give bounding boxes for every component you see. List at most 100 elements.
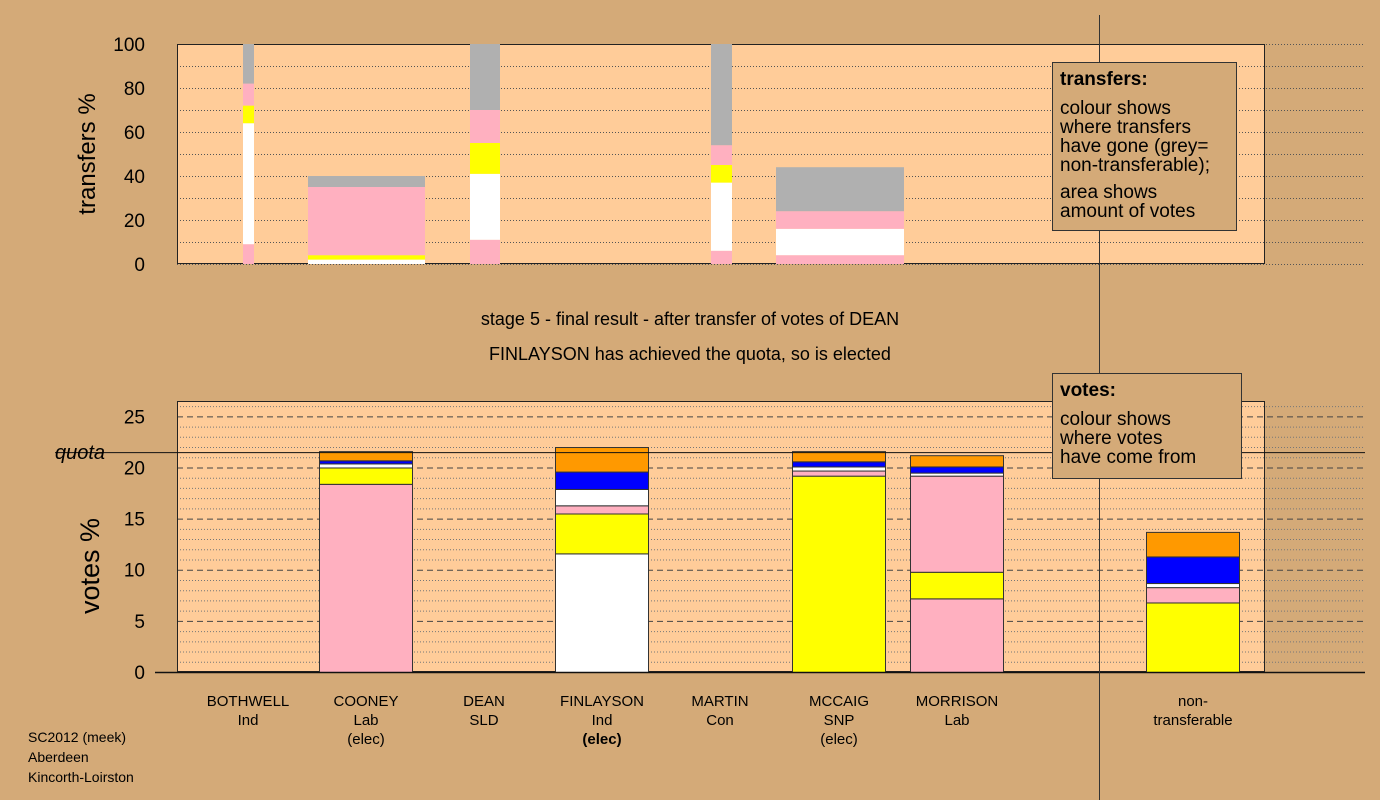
transfers-bar-segment	[243, 44, 254, 84]
votes-legend-title: votes:	[1060, 380, 1116, 401]
transfers-bar-mccaig	[776, 167, 904, 264]
votes-bar-mccaig	[792, 451, 886, 673]
category-name-label: MCCAIG	[809, 693, 869, 710]
category-party-label: Ind	[238, 712, 259, 729]
category-status-label: (elec)	[582, 731, 621, 748]
transfers-bar-segment	[711, 165, 732, 183]
category-party-label: Lab	[353, 712, 378, 729]
votes-bar-finlayson	[555, 447, 649, 674]
transfers-legend-line: have gone (grey=	[1060, 136, 1209, 157]
transfers-bar-segment	[711, 44, 732, 146]
category-status-label: (elec)	[347, 731, 385, 748]
votes-bar-segment	[319, 463, 413, 469]
transfers-bar-cooney	[308, 176, 425, 264]
votes-bar-cooney	[319, 451, 413, 673]
transfers-y-tick-label: 20	[124, 211, 145, 232]
votes-bar-segment	[555, 447, 649, 473]
votes-bar-segment	[555, 505, 649, 515]
votes-bar-segment	[555, 513, 649, 555]
transfers-bar-segment	[776, 228, 904, 256]
transfers-bar-segment	[470, 44, 500, 110]
category-name-label: MARTIN	[691, 693, 748, 710]
transfers-bar-martin	[711, 44, 732, 264]
transfers-bar-bothwell	[243, 44, 254, 264]
transfers-legend-line: non-transferable);	[1060, 155, 1210, 176]
category-party-label: Ind	[592, 712, 613, 729]
category-name-label: FINLAYSON	[560, 693, 644, 710]
votes-bar-segment	[910, 455, 1004, 468]
votes-bar-segment	[1146, 583, 1240, 589]
transfers-y-tick-label: 100	[113, 35, 145, 56]
votes-plot-frame	[177, 401, 1265, 672]
votes-bar-segment	[792, 470, 886, 477]
transfers-bar-segment	[308, 255, 425, 260]
votes-y-tick-label: 20	[124, 458, 145, 479]
category-status-label: (elec)	[820, 731, 858, 748]
votes-bar-segment	[555, 488, 649, 507]
transfers-y-tick-label: 60	[124, 123, 145, 144]
transfers-y-axis-label: transfers %	[74, 93, 101, 214]
votes-bar-segment	[319, 483, 413, 673]
transfers-bar-segment	[308, 259, 425, 264]
votes-bar-segment	[1146, 602, 1240, 674]
votes-bar-segment	[792, 466, 886, 472]
category-name-label: MORRISON	[916, 693, 999, 710]
transfers-bar-segment	[776, 255, 904, 264]
category-name-label: non-	[1178, 693, 1208, 710]
votes-bar-segment	[910, 466, 1004, 474]
votes-y-axis-label: votes %	[75, 518, 105, 614]
category-party-label: SLD	[469, 712, 498, 729]
category-party-label: Lab	[944, 712, 969, 729]
votes-bar-segment	[792, 451, 886, 463]
transfers-bar-segment	[776, 211, 904, 229]
votes-y-tick-label: 25	[124, 407, 145, 428]
votes-legend: votes: colour shows where votes have com…	[1052, 373, 1242, 479]
transfers-bar-segment	[243, 123, 254, 245]
footer-council: Aberdeen	[28, 749, 89, 765]
votes-bar-segment	[555, 471, 649, 490]
transfers-bar-segment	[711, 145, 732, 165]
votes-bar-segment	[792, 475, 886, 673]
votes-y-tick-label: 15	[124, 510, 145, 531]
transfers-bar-segment	[243, 244, 254, 264]
transfers-bar-segment	[243, 83, 254, 106]
category-party-label: Con	[706, 712, 734, 729]
votes-y-tick-label: 10	[124, 561, 145, 582]
footer-credits: SC2012 (meek) Aberdeen Kincorth-Loirston	[28, 727, 134, 787]
transfers-bar-segment	[470, 239, 500, 264]
footer-ward: Kincorth-Loirston	[28, 769, 134, 785]
transfers-bar-dean	[470, 44, 500, 264]
transfers-legend-line: amount of votes	[1060, 201, 1196, 222]
votes-bar-segment	[792, 461, 886, 468]
transfers-y-tick-label: 40	[124, 167, 145, 188]
votes-legend-line: have come from	[1060, 447, 1197, 468]
votes-bar-segment	[910, 475, 1004, 573]
category-party-label: SNP	[824, 712, 855, 729]
votes-bar-segment	[1146, 531, 1240, 558]
transfers-y-tick-label: 0	[134, 255, 145, 276]
votes-bar-segment	[319, 467, 413, 485]
transfers-bar-segment	[308, 176, 425, 187]
transfers-legend-line: where transfers	[1060, 117, 1191, 138]
votes-y-tick-label: 0	[134, 663, 145, 684]
category-name-label: DEAN	[463, 693, 505, 710]
transfers-legend-line: area shows	[1060, 182, 1158, 203]
transfers-y-tick-label: 80	[124, 79, 145, 100]
transfers-bar-segment	[470, 110, 500, 143]
footer-election: SC2012 (meek)	[28, 729, 127, 745]
category-name-label: BOTHWELL	[207, 693, 290, 710]
votes-bar-segment	[319, 451, 413, 462]
transfers-bar-segment	[711, 182, 732, 251]
transfers-bar-segment	[711, 250, 732, 264]
votes-legend-line: colour shows	[1060, 409, 1171, 430]
transfers-bar-segment	[243, 105, 254, 124]
transfers-legend-line: colour shows	[1060, 98, 1171, 119]
votes-legend-line: where votes	[1060, 428, 1163, 449]
votes-bar-segment	[910, 571, 1004, 600]
votes-bar-segment	[910, 598, 1004, 673]
votes-bar-segment	[1146, 556, 1240, 585]
category-party-label: transferable	[1153, 712, 1232, 729]
votes-bar-non	[1146, 531, 1240, 674]
transfers-legend: transfers: colour shows where transfers …	[1052, 62, 1237, 231]
transfers-bar-segment	[776, 167, 904, 212]
